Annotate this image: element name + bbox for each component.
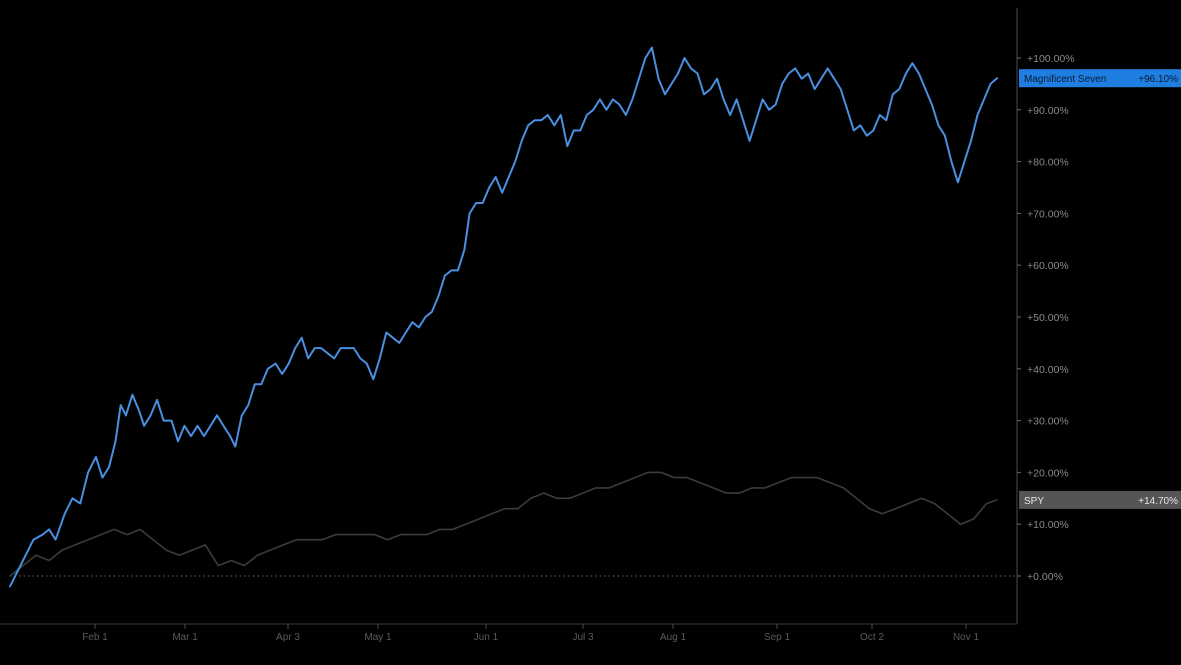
y-tick-label: +30.00% (1027, 416, 1069, 428)
series-name-label: Magnificent Seven (1024, 74, 1106, 85)
y-tick-label: +20.00% (1027, 467, 1069, 479)
x-tick-label: Jun 1 (474, 632, 499, 643)
x-tick-label: Apr 3 (276, 632, 300, 643)
last-value-tag-background (1019, 69, 1181, 88)
y-tick-label: +50.00% (1027, 312, 1069, 324)
x-tick-label: Oct 2 (860, 632, 884, 643)
y-tick-label: +70.00% (1027, 208, 1069, 220)
last-value-tag-background (1019, 490, 1181, 509)
y-tick-label: +40.00% (1027, 364, 1069, 376)
y-tick-label: +80.00% (1027, 157, 1069, 169)
y-tick-label: +90.00% (1027, 105, 1069, 117)
x-tick-label: Aug 1 (660, 632, 687, 643)
series-line-spy (9, 471, 998, 577)
last-value-tag-spy: SPY +14.70% (1019, 490, 1181, 509)
x-tick-label: Nov 1 (953, 632, 980, 643)
series-line-magnificent-seven (9, 46, 998, 588)
x-tick-label: Feb 1 (82, 632, 108, 643)
series-last-value-label: +96.10% (1138, 74, 1178, 85)
series-last-value-label: +14.70% (1138, 496, 1178, 507)
x-tick-label: May 1 (364, 632, 392, 643)
series-name-label: SPY (1024, 496, 1044, 507)
y-tick-label: +100.00% (1027, 53, 1075, 65)
y-tick-label: +0.00% (1027, 571, 1063, 583)
y-tick-label: +60.00% (1027, 260, 1069, 272)
x-tick-label: Jul 3 (572, 632, 594, 643)
x-tick-label: Sep 1 (764, 632, 791, 643)
y-tick-label: +10.00% (1027, 519, 1069, 531)
x-tick-label: Mar 1 (172, 632, 198, 643)
last-value-tag-magnificent-seven: Magnificent Seven +96.10% (1019, 69, 1181, 88)
